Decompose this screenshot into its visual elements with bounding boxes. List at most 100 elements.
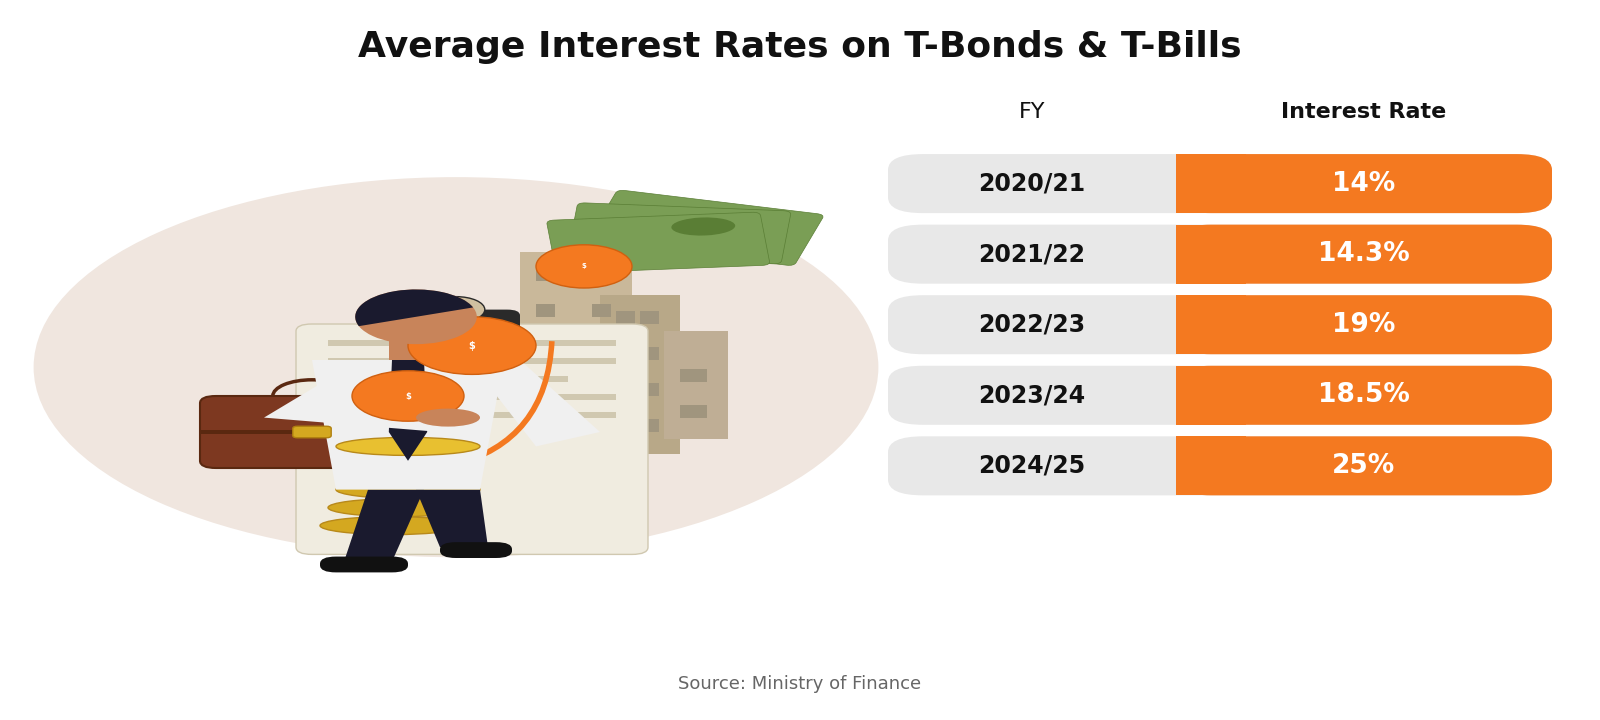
FancyBboxPatch shape bbox=[592, 304, 611, 317]
Ellipse shape bbox=[328, 499, 472, 517]
FancyBboxPatch shape bbox=[616, 347, 635, 360]
FancyBboxPatch shape bbox=[536, 304, 555, 317]
FancyBboxPatch shape bbox=[616, 419, 635, 432]
FancyBboxPatch shape bbox=[1176, 436, 1246, 495]
Text: FY: FY bbox=[1019, 102, 1045, 122]
FancyBboxPatch shape bbox=[640, 419, 659, 432]
FancyBboxPatch shape bbox=[328, 412, 616, 418]
Text: 14%: 14% bbox=[1333, 171, 1395, 197]
Polygon shape bbox=[480, 360, 600, 446]
FancyBboxPatch shape bbox=[592, 412, 611, 425]
FancyBboxPatch shape bbox=[328, 376, 568, 382]
Text: Interest Rate: Interest Rate bbox=[1282, 102, 1446, 122]
FancyBboxPatch shape bbox=[328, 358, 616, 364]
FancyBboxPatch shape bbox=[547, 212, 770, 273]
FancyBboxPatch shape bbox=[1176, 154, 1552, 213]
FancyBboxPatch shape bbox=[640, 311, 659, 324]
Ellipse shape bbox=[336, 481, 480, 499]
FancyBboxPatch shape bbox=[1176, 295, 1552, 354]
FancyBboxPatch shape bbox=[464, 361, 483, 374]
FancyBboxPatch shape bbox=[568, 203, 790, 264]
FancyBboxPatch shape bbox=[640, 347, 659, 360]
FancyBboxPatch shape bbox=[536, 268, 555, 281]
Circle shape bbox=[34, 177, 878, 557]
Ellipse shape bbox=[320, 517, 464, 534]
Text: Average Interest Rates on T-Bonds & T-Bills: Average Interest Rates on T-Bonds & T-Bi… bbox=[358, 30, 1242, 64]
FancyBboxPatch shape bbox=[328, 340, 616, 346]
FancyBboxPatch shape bbox=[424, 338, 504, 468]
FancyBboxPatch shape bbox=[680, 369, 699, 382]
FancyBboxPatch shape bbox=[888, 225, 1552, 284]
FancyBboxPatch shape bbox=[464, 397, 483, 410]
FancyBboxPatch shape bbox=[1176, 366, 1552, 425]
FancyBboxPatch shape bbox=[1176, 154, 1246, 213]
FancyBboxPatch shape bbox=[888, 154, 1552, 213]
Text: $: $ bbox=[469, 341, 475, 351]
FancyBboxPatch shape bbox=[293, 426, 331, 438]
Circle shape bbox=[536, 245, 632, 288]
FancyBboxPatch shape bbox=[592, 448, 611, 461]
Text: 18.5%: 18.5% bbox=[1318, 382, 1410, 408]
FancyBboxPatch shape bbox=[600, 295, 680, 454]
FancyBboxPatch shape bbox=[640, 383, 659, 396]
FancyBboxPatch shape bbox=[688, 369, 707, 382]
Circle shape bbox=[408, 317, 536, 374]
FancyBboxPatch shape bbox=[440, 433, 459, 446]
Text: $: $ bbox=[405, 392, 411, 400]
FancyBboxPatch shape bbox=[888, 436, 1552, 495]
Ellipse shape bbox=[672, 217, 734, 235]
FancyBboxPatch shape bbox=[392, 310, 520, 331]
FancyBboxPatch shape bbox=[592, 340, 611, 353]
FancyBboxPatch shape bbox=[536, 448, 555, 461]
Ellipse shape bbox=[672, 218, 736, 236]
FancyBboxPatch shape bbox=[200, 430, 424, 434]
Text: 2023/24: 2023/24 bbox=[979, 383, 1085, 408]
Text: Source: Ministry of Finance: Source: Ministry of Finance bbox=[678, 675, 922, 693]
Text: 14.3%: 14.3% bbox=[1318, 241, 1410, 267]
FancyBboxPatch shape bbox=[320, 557, 408, 572]
Text: 2022/23: 2022/23 bbox=[979, 312, 1085, 337]
Circle shape bbox=[355, 289, 477, 344]
Polygon shape bbox=[264, 374, 440, 432]
Ellipse shape bbox=[675, 218, 738, 238]
FancyBboxPatch shape bbox=[888, 295, 1552, 354]
FancyBboxPatch shape bbox=[200, 396, 424, 468]
FancyBboxPatch shape bbox=[1176, 295, 1246, 354]
Text: $: $ bbox=[581, 264, 587, 269]
FancyBboxPatch shape bbox=[536, 412, 555, 425]
FancyBboxPatch shape bbox=[389, 338, 427, 360]
FancyBboxPatch shape bbox=[680, 405, 699, 418]
FancyBboxPatch shape bbox=[440, 397, 459, 410]
FancyBboxPatch shape bbox=[616, 383, 635, 396]
Text: 19%: 19% bbox=[1333, 312, 1395, 338]
Text: 25%: 25% bbox=[1333, 453, 1395, 479]
Polygon shape bbox=[312, 360, 504, 490]
FancyBboxPatch shape bbox=[888, 366, 1552, 425]
Polygon shape bbox=[389, 360, 427, 461]
Ellipse shape bbox=[336, 438, 480, 456]
FancyBboxPatch shape bbox=[328, 394, 616, 400]
FancyBboxPatch shape bbox=[664, 331, 728, 439]
FancyBboxPatch shape bbox=[592, 376, 611, 389]
FancyBboxPatch shape bbox=[440, 361, 459, 374]
FancyBboxPatch shape bbox=[464, 433, 483, 446]
FancyBboxPatch shape bbox=[440, 542, 512, 558]
Circle shape bbox=[427, 297, 485, 323]
FancyBboxPatch shape bbox=[536, 340, 555, 353]
FancyBboxPatch shape bbox=[688, 405, 707, 418]
FancyBboxPatch shape bbox=[589, 190, 822, 266]
Wedge shape bbox=[355, 289, 474, 326]
Text: 2021/22: 2021/22 bbox=[979, 242, 1085, 266]
FancyBboxPatch shape bbox=[1176, 225, 1246, 284]
Text: 2024/25: 2024/25 bbox=[979, 454, 1085, 478]
FancyBboxPatch shape bbox=[1176, 366, 1246, 425]
Text: 2020/21: 2020/21 bbox=[979, 171, 1085, 196]
FancyBboxPatch shape bbox=[616, 311, 635, 324]
Polygon shape bbox=[344, 490, 424, 562]
FancyBboxPatch shape bbox=[592, 268, 611, 281]
Ellipse shape bbox=[416, 409, 480, 426]
FancyBboxPatch shape bbox=[296, 324, 648, 554]
FancyBboxPatch shape bbox=[1176, 436, 1552, 495]
Circle shape bbox=[352, 371, 464, 421]
FancyBboxPatch shape bbox=[1176, 225, 1552, 284]
